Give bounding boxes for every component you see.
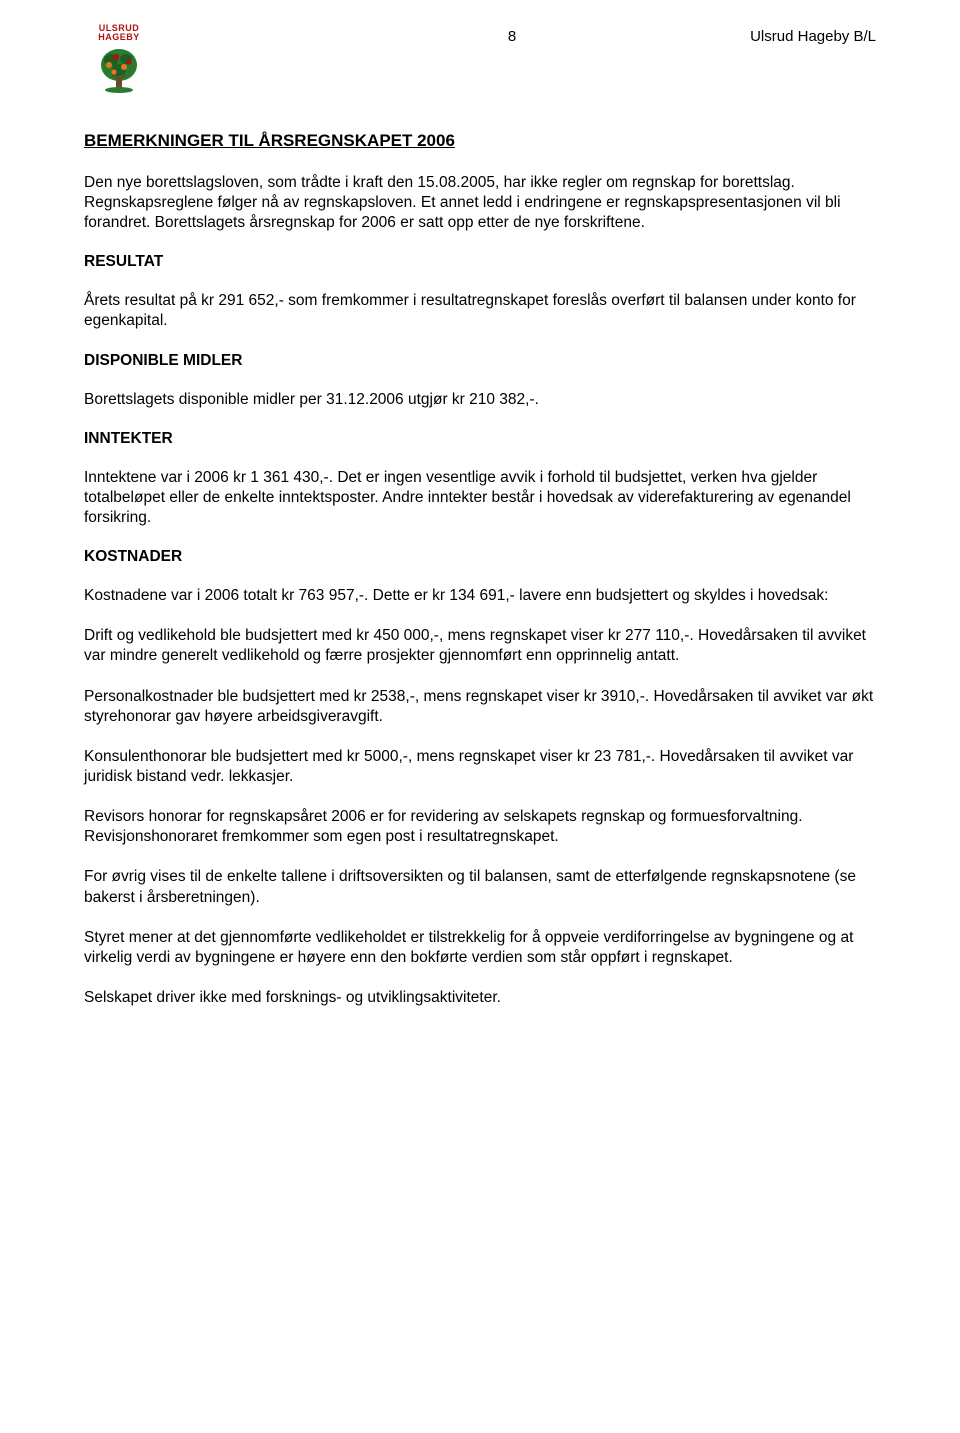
logo-text-bottom: HAGEBY (98, 33, 140, 42)
kostnader-p3: Konsulenthonorar ble budsjettert med kr … (84, 747, 876, 787)
section-head-resultat: RESULTAT (84, 253, 876, 271)
section-head-disponible-midler: DISPONIBLE MIDLER (84, 352, 876, 370)
org-name: Ulsrud Hageby B/L (750, 28, 876, 45)
intro-paragraph: Den nye borettslagsloven, som trådte i k… (84, 173, 876, 233)
section-head-inntekter: INNTEKTER (84, 430, 876, 448)
page-header: ULSRUD HAGEBY 8 Ulsrud Hageby B/L (84, 24, 876, 93)
kostnader-p2: Personalkostnader ble budsjettert med kr… (84, 687, 876, 727)
document-page: ULSRUD HAGEBY 8 Ulsrud Hageby B/L BEMERK… (0, 0, 960, 1433)
document-title: BEMERKNINGER TIL ÅRSREGNSKAPET 2006 (84, 131, 876, 151)
kostnader-p5: For øvrig vises til de enkelte tallene i… (84, 867, 876, 907)
kostnader-p7: Selskapet driver ikke med forsknings- og… (84, 988, 876, 1008)
page-number: 8 (508, 28, 516, 45)
section-head-kostnader: KOSTNADER (84, 548, 876, 566)
kostnader-p1: Drift og vedlikehold ble budsjettert med… (84, 626, 876, 666)
kostnader-p6: Styret mener at det gjennomførte vedlike… (84, 928, 876, 968)
disponible-midler-body: Borettslagets disponible midler per 31.1… (84, 390, 876, 410)
kostnader-p4: Revisors honorar for regnskapsåret 2006 … (84, 807, 876, 847)
org-logo: ULSRUD HAGEBY (84, 24, 154, 93)
tree-icon (94, 45, 144, 93)
kostnader-lead: Kostnadene var i 2006 totalt kr 763 957,… (84, 586, 876, 606)
inntekter-body: Inntektene var i 2006 kr 1 361 430,-. De… (84, 468, 876, 528)
resultat-body: Årets resultat på kr 291 652,- som fremk… (84, 291, 876, 331)
